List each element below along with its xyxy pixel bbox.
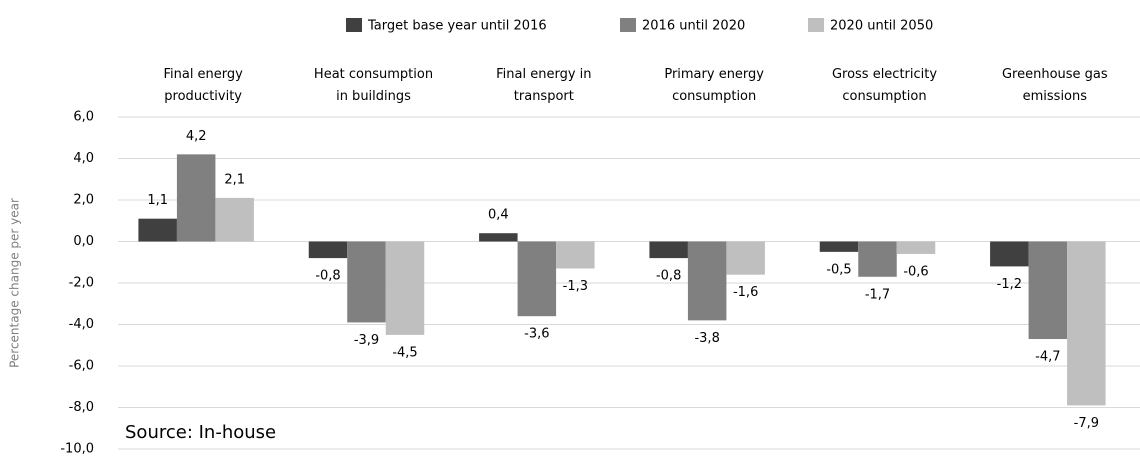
value-label: -0,6 [903, 264, 928, 279]
bar [479, 233, 518, 242]
bar [819, 241, 859, 252]
value-label: -1,6 [733, 285, 758, 300]
legend-swatch [346, 18, 362, 32]
legend-label: Target base year until 2016 [367, 19, 547, 34]
bar [517, 241, 557, 317]
bar [1028, 241, 1068, 340]
y-tick-label: -6,0 [69, 359, 94, 374]
y-tick-label: -10,0 [60, 442, 94, 456]
y-axis-label: Percentage change per year [8, 198, 22, 368]
bar [1067, 241, 1106, 406]
y-tick-label: 0,0 [73, 234, 94, 249]
category-label: Greenhouse gas emissions [1002, 67, 1108, 104]
category-label: Final energy in transport [496, 67, 591, 104]
y-tick-label: -4,0 [69, 317, 94, 332]
value-label: -1,2 [997, 277, 1022, 292]
bar [896, 241, 936, 254]
legend-label: 2016 until 2020 [642, 19, 745, 34]
bar [990, 241, 1029, 267]
value-label: -3,6 [524, 327, 549, 342]
value-label: -1,7 [865, 287, 890, 302]
bar [726, 241, 765, 275]
bar [556, 241, 595, 269]
legend-swatch [620, 18, 636, 32]
bar [858, 241, 897, 277]
category-label: Primary energy consumption [664, 67, 764, 104]
bar [176, 154, 216, 242]
bar [347, 241, 386, 323]
value-label: 1,1 [147, 193, 168, 208]
bar [215, 197, 254, 242]
bar [649, 241, 688, 259]
value-label: -4,7 [1035, 350, 1060, 365]
value-label: -3,9 [354, 333, 379, 348]
y-tick-label: 4,0 [73, 151, 94, 166]
bar [138, 218, 177, 242]
legend-swatch [808, 18, 824, 32]
category-label: Gross electricity consumption [832, 67, 937, 104]
y-tick-label: 6,0 [73, 110, 94, 125]
category-label: Heat consumption in buildings [314, 67, 433, 104]
category-label: Final energy productivity [163, 67, 243, 104]
value-label: -7,9 [1074, 416, 1099, 431]
value-label: 2,1 [224, 172, 245, 187]
y-tick-label: 2,0 [73, 193, 94, 208]
y-tick-label: -8,0 [69, 400, 94, 415]
bar [385, 241, 425, 335]
value-label: -3,8 [694, 331, 719, 346]
bar [308, 241, 348, 259]
legend-label: 2020 until 2050 [830, 19, 933, 34]
source-note: Source: In-house [125, 422, 276, 443]
value-label: 0,4 [488, 208, 509, 223]
value-label: -0,8 [315, 269, 340, 284]
bar [687, 241, 727, 321]
y-tick-label: -2,0 [69, 276, 94, 291]
value-label: -0,5 [826, 262, 851, 277]
value-label: -4,5 [392, 345, 417, 360]
value-label: -1,3 [563, 279, 588, 294]
value-label: -0,8 [656, 269, 681, 284]
value-label: 4,2 [186, 129, 207, 144]
